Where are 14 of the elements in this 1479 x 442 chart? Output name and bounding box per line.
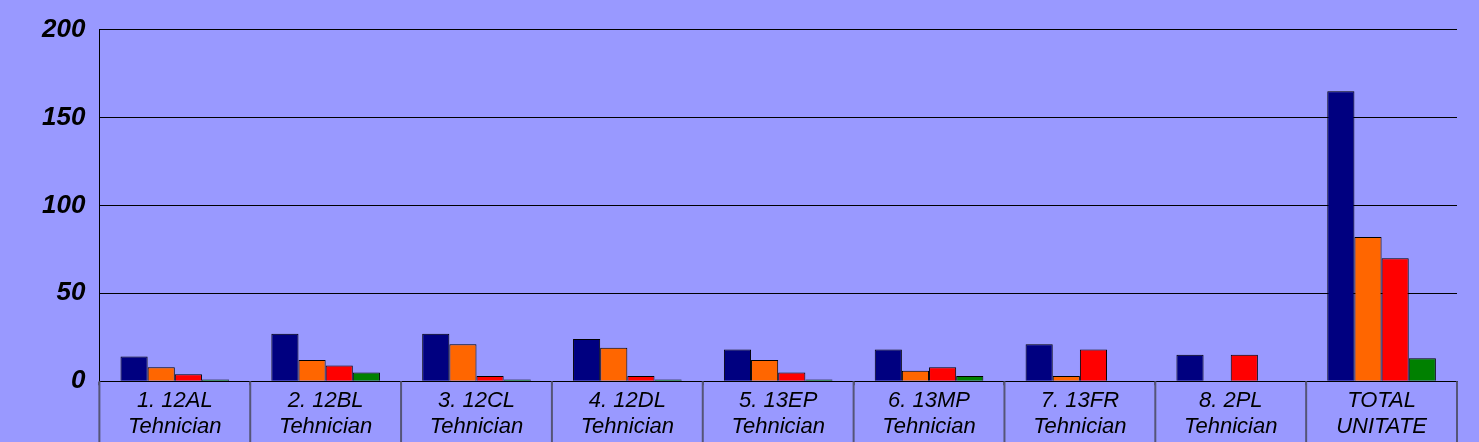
x-tick-label: 8. 2PL Tehnician <box>1184 386 1278 438</box>
y-tick-label: 50 <box>56 276 86 307</box>
x-tick-label: 4. 12DL Tehnician <box>580 386 675 438</box>
y-tick-label: 200 <box>40 12 86 43</box>
x-tick-label: 2. 12BL Tehnician <box>278 386 373 438</box>
y-tick-label: 150 <box>41 100 86 131</box>
x-tick-label: TOTAL UNITATE <box>1336 386 1428 438</box>
x-tick-label: 6. 13MP Tehnician <box>882 386 976 438</box>
x-tick-label: 5. 13EP Tehnician <box>731 386 825 438</box>
y-tick-label: 100 <box>41 188 86 219</box>
y-tick-label: 0 <box>70 364 86 395</box>
x-tick-label: 3. 12CL Tehnician <box>429 386 524 438</box>
x-tick-label: 7. 13FR Tehnician <box>1033 386 1127 438</box>
x-tick-label: 1. 12AL Tehnician <box>128 386 222 438</box>
